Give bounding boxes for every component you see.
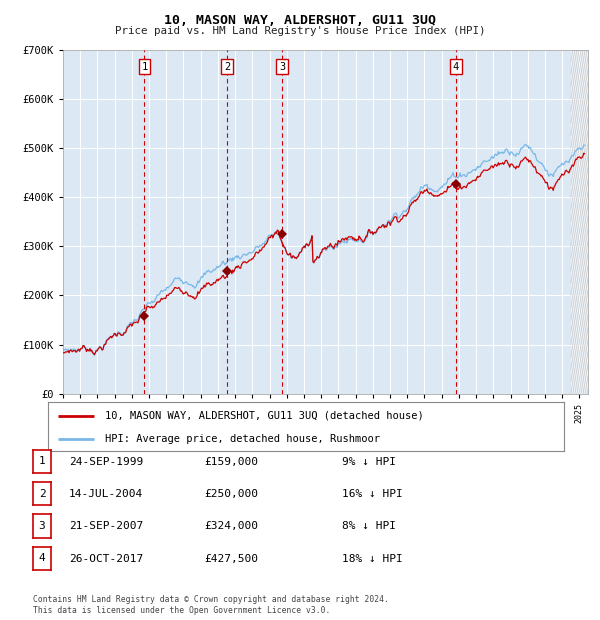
Text: 1: 1	[38, 456, 46, 466]
Text: 10, MASON WAY, ALDERSHOT, GU11 3UQ: 10, MASON WAY, ALDERSHOT, GU11 3UQ	[164, 14, 436, 27]
Text: Price paid vs. HM Land Registry's House Price Index (HPI): Price paid vs. HM Land Registry's House …	[115, 26, 485, 36]
Text: 3: 3	[279, 61, 285, 72]
Text: 4: 4	[38, 553, 46, 563]
Text: 24-SEP-1999: 24-SEP-1999	[69, 457, 143, 467]
Text: 9% ↓ HPI: 9% ↓ HPI	[342, 457, 396, 467]
Text: 21-SEP-2007: 21-SEP-2007	[69, 521, 143, 531]
Text: 4: 4	[452, 61, 459, 72]
Text: Contains HM Land Registry data © Crown copyright and database right 2024.
This d: Contains HM Land Registry data © Crown c…	[33, 595, 389, 614]
Text: £159,000: £159,000	[204, 457, 258, 467]
Text: £427,500: £427,500	[204, 554, 258, 564]
Text: 14-JUL-2004: 14-JUL-2004	[69, 489, 143, 499]
Text: £324,000: £324,000	[204, 521, 258, 531]
Text: 18% ↓ HPI: 18% ↓ HPI	[342, 554, 403, 564]
Text: 10, MASON WAY, ALDERSHOT, GU11 3UQ (detached house): 10, MASON WAY, ALDERSHOT, GU11 3UQ (deta…	[105, 410, 424, 420]
Text: 1: 1	[141, 61, 148, 72]
Text: HPI: Average price, detached house, Rushmoor: HPI: Average price, detached house, Rush…	[105, 434, 380, 444]
Bar	[571, 50, 588, 394]
Text: 16% ↓ HPI: 16% ↓ HPI	[342, 489, 403, 499]
Text: 8% ↓ HPI: 8% ↓ HPI	[342, 521, 396, 531]
Text: 2: 2	[38, 489, 46, 498]
Text: £250,000: £250,000	[204, 489, 258, 499]
Text: 3: 3	[38, 521, 46, 531]
Text: 26-OCT-2017: 26-OCT-2017	[69, 554, 143, 564]
Text: 2: 2	[224, 61, 230, 72]
